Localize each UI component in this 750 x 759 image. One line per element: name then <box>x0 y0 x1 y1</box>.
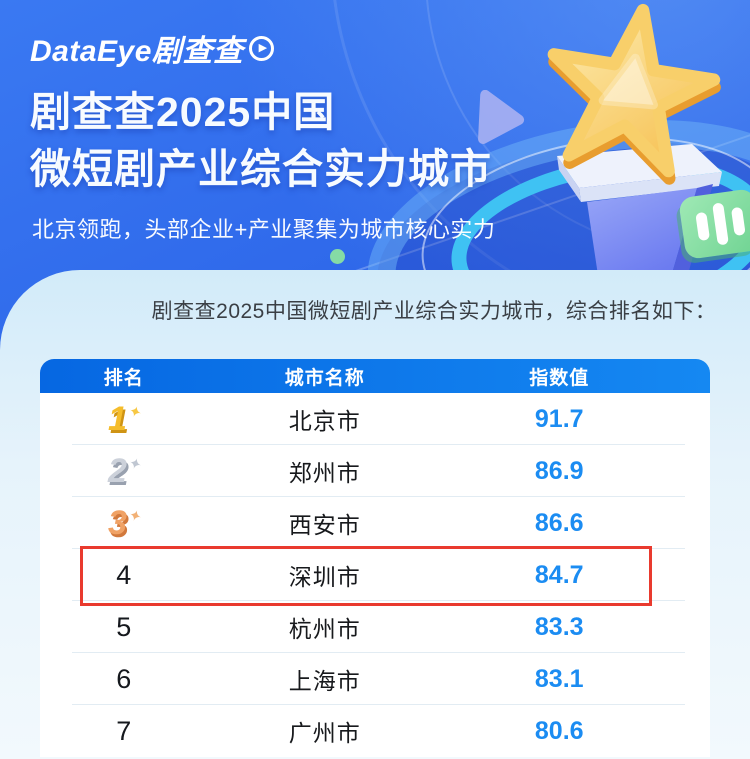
play-circle-icon: ▶ <box>249 35 275 61</box>
rank-medal: 3 <box>108 503 127 542</box>
table-row: 2✦ 郑州市 86.9 <box>40 445 710 497</box>
city-name: 郑州市 <box>288 460 361 486</box>
content-panel: 剧查查2025中国微短剧产业综合实力城市，综合排名如下： 排名 城市名称 指数值… <box>0 270 750 759</box>
index-value: 86.9 <box>534 456 584 485</box>
index-value: 83.3 <box>534 612 584 641</box>
sparkle-icon: ✦ <box>126 453 144 475</box>
table-row-highlighted: 4✦ 深圳市 84.7 <box>40 546 710 606</box>
title-line-2: 微短剧产业综合实力城市 <box>30 146 492 192</box>
index-value: 83.1 <box>534 664 584 693</box>
city-name: 西安市 <box>288 512 361 538</box>
bar-chart-icon <box>678 188 750 260</box>
city-name: 杭州市 <box>288 616 361 642</box>
ranking-table: 排名 城市名称 指数值 1✦ 北京市 91.7 2✦ 郑州市 86.9 3✦ 西… <box>40 359 710 757</box>
rank-number: 5 <box>116 611 132 642</box>
page-title: 剧查查2025中国 微短剧产业综合实力城市 <box>30 84 492 198</box>
brand-name: DataEye剧查查 <box>30 35 244 68</box>
table-row: 5✦ 杭州市 83.3 <box>40 601 710 653</box>
column-header-rank: 排名 <box>103 367 144 389</box>
rank-medal: 1 <box>108 399 127 438</box>
index-value: 80.6 <box>534 716 584 745</box>
city-name: 上海市 <box>288 668 361 694</box>
city-name: 广州市 <box>288 720 361 746</box>
table-row: 3✦ 西安市 86.6 <box>40 497 710 549</box>
table-row: 7✦ 广州市 80.6 <box>40 705 710 757</box>
column-header-city: 城市名称 <box>284 367 365 389</box>
gold-star-icon <box>540 2 721 187</box>
city-name: 北京市 <box>288 408 361 434</box>
index-value: 86.6 <box>534 508 584 537</box>
rank-number: 6 <box>116 663 132 694</box>
table-row: 1✦ 北京市 91.7 <box>40 393 710 445</box>
rank-number: 4 <box>116 559 132 590</box>
brand-logo: DataEye剧查查 ▶ <box>30 26 275 70</box>
green-dot <box>330 249 345 264</box>
index-value: 84.7 <box>534 560 584 589</box>
column-header-value: 指数值 <box>529 367 590 389</box>
title-line-1: 剧查查2025中国 <box>30 89 336 135</box>
intro-text: 剧查查2025中国微短剧产业综合实力城市，综合排名如下： <box>151 300 717 323</box>
rank-number: 7 <box>116 715 132 746</box>
rank-medal: 2 <box>108 451 127 490</box>
sparkle-icon: ✦ <box>126 401 144 423</box>
table-header: 排名 城市名称 指数值 <box>40 359 710 393</box>
table-row: 6✦ 上海市 83.1 <box>40 653 710 705</box>
sparkle-icon: ✦ <box>126 505 144 527</box>
page-subtitle: 北京领跑，头部企业+产业聚集为城市核心实力 <box>32 217 496 242</box>
city-name: 深圳市 <box>288 564 361 590</box>
index-value: 91.7 <box>534 404 584 433</box>
